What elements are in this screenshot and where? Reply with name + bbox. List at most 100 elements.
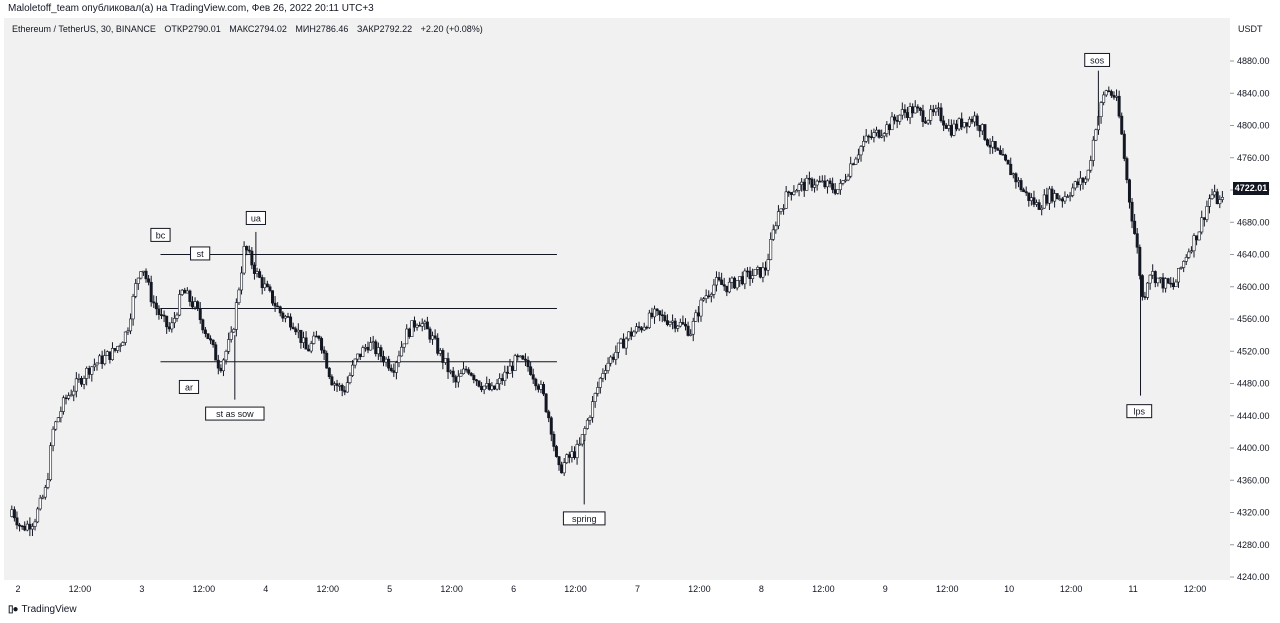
price-axis[interactable] xyxy=(1230,18,1280,580)
currency-dropdown[interactable]: USDT xyxy=(1238,24,1263,34)
candle-body xyxy=(1055,193,1059,200)
time-axis[interactable] xyxy=(4,580,1230,598)
candle-body xyxy=(516,355,520,358)
candle-body xyxy=(936,107,940,110)
candle-body xyxy=(358,353,362,358)
candle-body xyxy=(704,295,708,300)
candle-body xyxy=(1127,179,1131,203)
candle-body xyxy=(588,417,592,421)
candle-body xyxy=(412,320,416,328)
annotation-box[interactable] xyxy=(245,210,266,225)
candle-body xyxy=(374,341,378,355)
x-tick-label: 3 xyxy=(139,584,144,594)
annotation-label: st as sow xyxy=(216,409,254,419)
candle-body xyxy=(653,308,657,318)
candle-body xyxy=(61,397,65,412)
candle-body xyxy=(784,191,788,209)
candle-body xyxy=(312,335,316,344)
candle-body xyxy=(993,141,997,149)
currency-label: USDT xyxy=(1238,24,1263,34)
candle-body xyxy=(85,368,89,379)
brand-name[interactable]: TradingView xyxy=(21,604,77,615)
candle-body xyxy=(929,109,933,121)
candle-body xyxy=(1040,207,1044,210)
candle-body xyxy=(1099,102,1103,117)
annotation-box[interactable] xyxy=(178,379,200,394)
candle-body xyxy=(1037,202,1041,210)
candle-body xyxy=(180,289,184,295)
tradingview-logo-icon[interactable]: ▯● xyxy=(8,604,19,615)
candle-body xyxy=(960,118,964,128)
annotation-box[interactable] xyxy=(205,406,265,421)
candle-body xyxy=(196,301,200,309)
candle-body xyxy=(681,322,685,325)
candle-body xyxy=(1029,197,1033,201)
candle-body xyxy=(603,370,607,374)
candle-body xyxy=(214,344,218,361)
candle-body xyxy=(957,118,961,130)
candle-body xyxy=(304,337,308,350)
candle-body xyxy=(79,377,83,385)
x-tick-label: 7 xyxy=(635,584,640,594)
y-tick-label: 4560.00 xyxy=(1237,314,1270,324)
candle-body xyxy=(335,383,339,386)
candle-body xyxy=(818,180,822,183)
candle-body xyxy=(921,110,925,122)
candle-body xyxy=(952,123,956,136)
candle-body xyxy=(869,136,873,138)
candle-body xyxy=(1084,178,1088,183)
annotation-box[interactable] xyxy=(150,227,171,242)
candle-body xyxy=(753,269,757,276)
y-tick-label: 4400.00 xyxy=(1237,443,1270,453)
candle-body xyxy=(1158,277,1162,279)
candle-body xyxy=(268,286,272,291)
annotation-label: st xyxy=(197,249,205,259)
candle-body xyxy=(332,383,336,386)
x-tick-label: 12:00 xyxy=(193,584,216,594)
candle-body xyxy=(722,284,726,287)
annotation-box[interactable] xyxy=(190,246,211,261)
candle-body xyxy=(730,277,734,283)
candle-body xyxy=(229,331,233,340)
candle-body xyxy=(69,394,73,397)
candle-body xyxy=(671,320,675,323)
candle-body xyxy=(975,115,979,126)
candle-body xyxy=(30,526,34,530)
candle-body xyxy=(629,331,633,337)
candle-body xyxy=(539,384,543,390)
candle-body xyxy=(1004,154,1008,161)
candle-body xyxy=(903,109,907,113)
annotation-label: lps xyxy=(1134,407,1146,417)
annotation-box[interactable] xyxy=(1084,52,1111,67)
candle-body xyxy=(875,129,879,133)
annotation-box[interactable] xyxy=(562,511,606,526)
candle-body xyxy=(320,338,324,351)
candle-body xyxy=(286,316,290,318)
x-tick-label: 6 xyxy=(511,584,516,594)
candle-body xyxy=(1047,188,1051,204)
symbol-title[interactable]: Ethereum / TetherUS, 30, BINANCE xyxy=(12,24,156,34)
candle-body xyxy=(1045,194,1049,204)
candle-body xyxy=(425,321,429,330)
candle-body xyxy=(570,451,574,458)
candle-body xyxy=(598,377,602,388)
candle-body xyxy=(980,124,984,132)
annotation-box[interactable] xyxy=(1126,404,1153,419)
candle-body xyxy=(1192,235,1196,252)
candle-body xyxy=(1024,191,1028,194)
candle-body xyxy=(1120,115,1124,135)
candle-body xyxy=(640,327,644,331)
candle-body xyxy=(165,315,169,328)
candle-body xyxy=(1050,188,1054,202)
candle-body xyxy=(307,348,311,352)
chart-area[interactable] xyxy=(4,18,1230,580)
candle-body xyxy=(232,329,236,333)
candle-body xyxy=(967,118,971,127)
candle-body xyxy=(113,348,117,351)
candle-body xyxy=(1058,198,1062,201)
candle-body xyxy=(699,299,703,317)
y-tick-label: 4800.00 xyxy=(1237,121,1270,131)
candle-body xyxy=(276,305,280,308)
candle-body xyxy=(1078,177,1082,186)
